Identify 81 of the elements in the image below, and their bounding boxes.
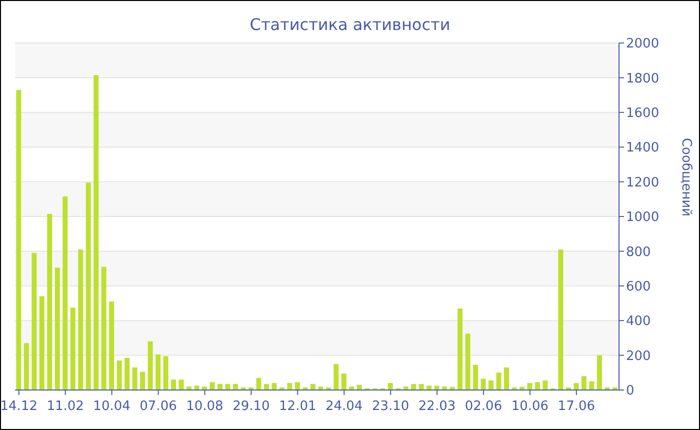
bar (496, 372, 502, 390)
x-tick-label: 10.04 (93, 399, 130, 414)
x-tick-label: 17.06 (558, 399, 596, 414)
bar (156, 354, 161, 390)
bar (426, 386, 432, 390)
bar (488, 380, 494, 390)
bar (264, 384, 269, 390)
bar (574, 383, 579, 390)
bar (217, 384, 222, 390)
x-tick-label: 14.12 (0, 399, 38, 414)
bar (101, 266, 106, 390)
bar (527, 383, 532, 390)
bar (388, 383, 393, 390)
bar (140, 372, 146, 390)
x-tick-label: 12.01 (279, 399, 316, 414)
bar (86, 182, 91, 390)
bar (24, 343, 29, 390)
x-tick-label: 23.10 (372, 399, 410, 414)
bar (70, 308, 76, 390)
y-tick-label: 1000 (626, 210, 660, 226)
bar (272, 383, 277, 390)
bar (256, 378, 262, 390)
bar (473, 364, 478, 390)
y-tick-label: 600 (626, 280, 651, 295)
x-tick-label: 10.06 (511, 399, 549, 414)
bar (116, 360, 122, 390)
x-tick-label: 10.08 (186, 399, 224, 414)
bar (458, 308, 463, 390)
bar (32, 252, 37, 390)
bar (62, 196, 68, 390)
bar (465, 334, 470, 390)
bar (434, 386, 440, 390)
y-tick-label: 1400 (626, 140, 660, 156)
bar (581, 376, 586, 390)
bar (287, 383, 292, 390)
chart-title: Статистика активности (248, 15, 452, 34)
bar (411, 384, 416, 390)
bar (54, 268, 60, 390)
y-tick-label: 0 (626, 384, 634, 399)
y-tick-label: 2000 (626, 36, 660, 52)
bar (109, 302, 114, 390)
bar (589, 381, 594, 390)
bar (132, 367, 138, 390)
bar (294, 382, 300, 390)
bar (94, 75, 99, 390)
y-tick-label: 1600 (626, 106, 660, 122)
y-tick-label: 800 (626, 244, 651, 260)
bar (210, 382, 215, 390)
bar (504, 367, 510, 390)
bar (78, 249, 84, 390)
bar (534, 382, 540, 390)
bar (341, 374, 346, 390)
bar (232, 384, 238, 390)
bar (194, 386, 200, 390)
x-tick-label: 22.03 (418, 399, 456, 414)
y-axis-title: Сообщений (678, 138, 694, 216)
bar (39, 296, 44, 390)
bar (124, 358, 130, 390)
bar (16, 90, 22, 390)
y-tick-label: 1200 (626, 175, 660, 190)
bar (418, 384, 424, 390)
y-tick-label: 400 (626, 314, 651, 330)
bar (596, 355, 602, 390)
bar (178, 380, 184, 390)
bar (480, 378, 486, 390)
x-tick-label: 02.06 (464, 399, 502, 414)
x-tick-label: 29.10 (232, 399, 270, 414)
x-tick-label: 24.04 (325, 399, 363, 414)
bar (148, 341, 153, 390)
y-tick-label: 200 (626, 348, 651, 364)
bar (558, 249, 564, 390)
bar (310, 384, 316, 390)
bar (171, 380, 176, 390)
y-tick-label: 1800 (626, 71, 660, 86)
bar (47, 214, 52, 390)
bar (225, 384, 230, 390)
x-tick-label: 07.06 (140, 399, 177, 414)
x-tick-label: 11.02 (46, 399, 84, 414)
bar (163, 356, 168, 390)
bar (334, 364, 339, 390)
bar (542, 380, 548, 390)
